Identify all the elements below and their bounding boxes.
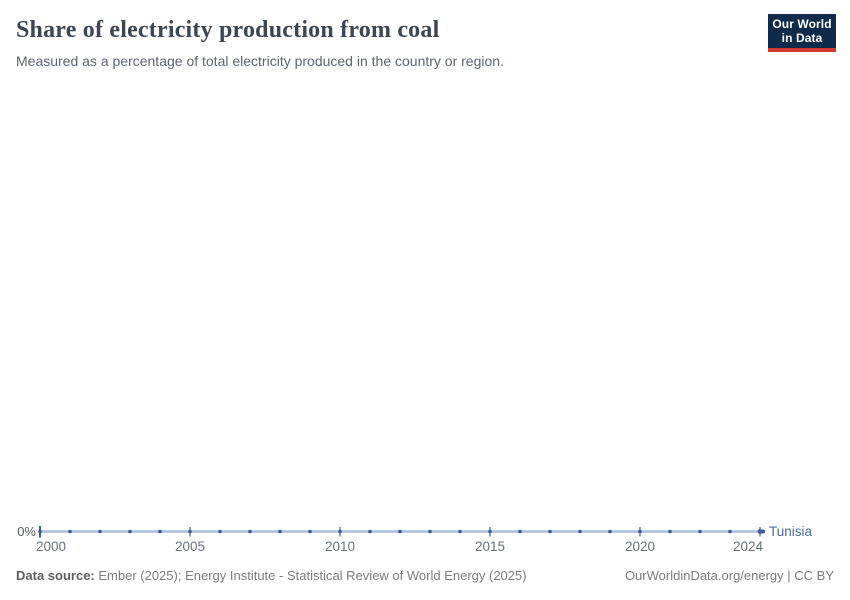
data-point-2018[interactable] xyxy=(578,529,582,534)
chart-title: Share of electricity production from coa… xyxy=(16,17,440,43)
y-axis-label-zero: 0% xyxy=(17,524,36,539)
data-point-2002[interactable] xyxy=(98,529,102,534)
x-axis-label-2000: 2000 xyxy=(36,539,66,554)
data-point-2014[interactable] xyxy=(458,529,462,534)
x-axis-labels: 2000 2005 2010 2015 2020 2024 xyxy=(36,539,763,554)
series-entity-label[interactable]: Tunisia xyxy=(769,524,813,539)
owid-logo-redbar xyxy=(768,48,836,52)
chart-footer: Data source: Ember (2025); Energy Instit… xyxy=(16,568,834,584)
data-source-note[interactable]: Data source: Ember (2025); Energy Instit… xyxy=(16,568,527,584)
data-point-2009[interactable] xyxy=(308,529,312,534)
data-point-2001[interactable] xyxy=(68,529,72,534)
x-axis-label-2015: 2015 xyxy=(475,539,505,554)
x-axis-label-2010: 2010 xyxy=(325,539,355,554)
data-source-label: Data source: xyxy=(16,568,95,583)
owid-logo-line2: in Data xyxy=(781,31,823,45)
series-end-marker xyxy=(761,529,765,534)
data-point-2007[interactable] xyxy=(248,529,252,534)
x-axis-ticks xyxy=(189,527,761,537)
data-point-2013[interactable] xyxy=(428,529,432,534)
footer-link-license[interactable]: OurWorldinData.org/energy | CC BY xyxy=(624,568,834,583)
data-point-2022[interactable] xyxy=(698,529,702,534)
data-point-2023[interactable] xyxy=(728,529,732,534)
data-point-2011[interactable] xyxy=(368,529,372,534)
data-point-2004[interactable] xyxy=(158,529,162,534)
data-point-2019[interactable] xyxy=(608,529,612,534)
x-axis-label-2005: 2005 xyxy=(175,539,205,554)
chart-subtitle: Measured as a percentage of total electr… xyxy=(16,53,504,69)
data-point-2000[interactable] xyxy=(38,529,42,534)
data-point-2012[interactable] xyxy=(398,529,402,534)
owid-logo-text: Our World in Data xyxy=(768,14,836,48)
series-layer xyxy=(38,526,765,538)
data-point-2006[interactable] xyxy=(218,529,222,534)
x-axis-label-2020: 2020 xyxy=(625,539,655,554)
data-point-2008[interactable] xyxy=(278,529,282,534)
data-point-2017[interactable] xyxy=(548,529,552,534)
data-point-2003[interactable] xyxy=(128,529,132,534)
data-point-2021[interactable] xyxy=(668,529,672,534)
owid-logo[interactable]: Our World in Data xyxy=(768,14,836,52)
x-axis-label-2024: 2024 xyxy=(733,539,764,554)
owid-logo-line1: Our World xyxy=(772,17,832,31)
data-point-2016[interactable] xyxy=(518,529,522,534)
data-source-text: Ember (2025); Energy Institute - Statist… xyxy=(94,568,527,583)
